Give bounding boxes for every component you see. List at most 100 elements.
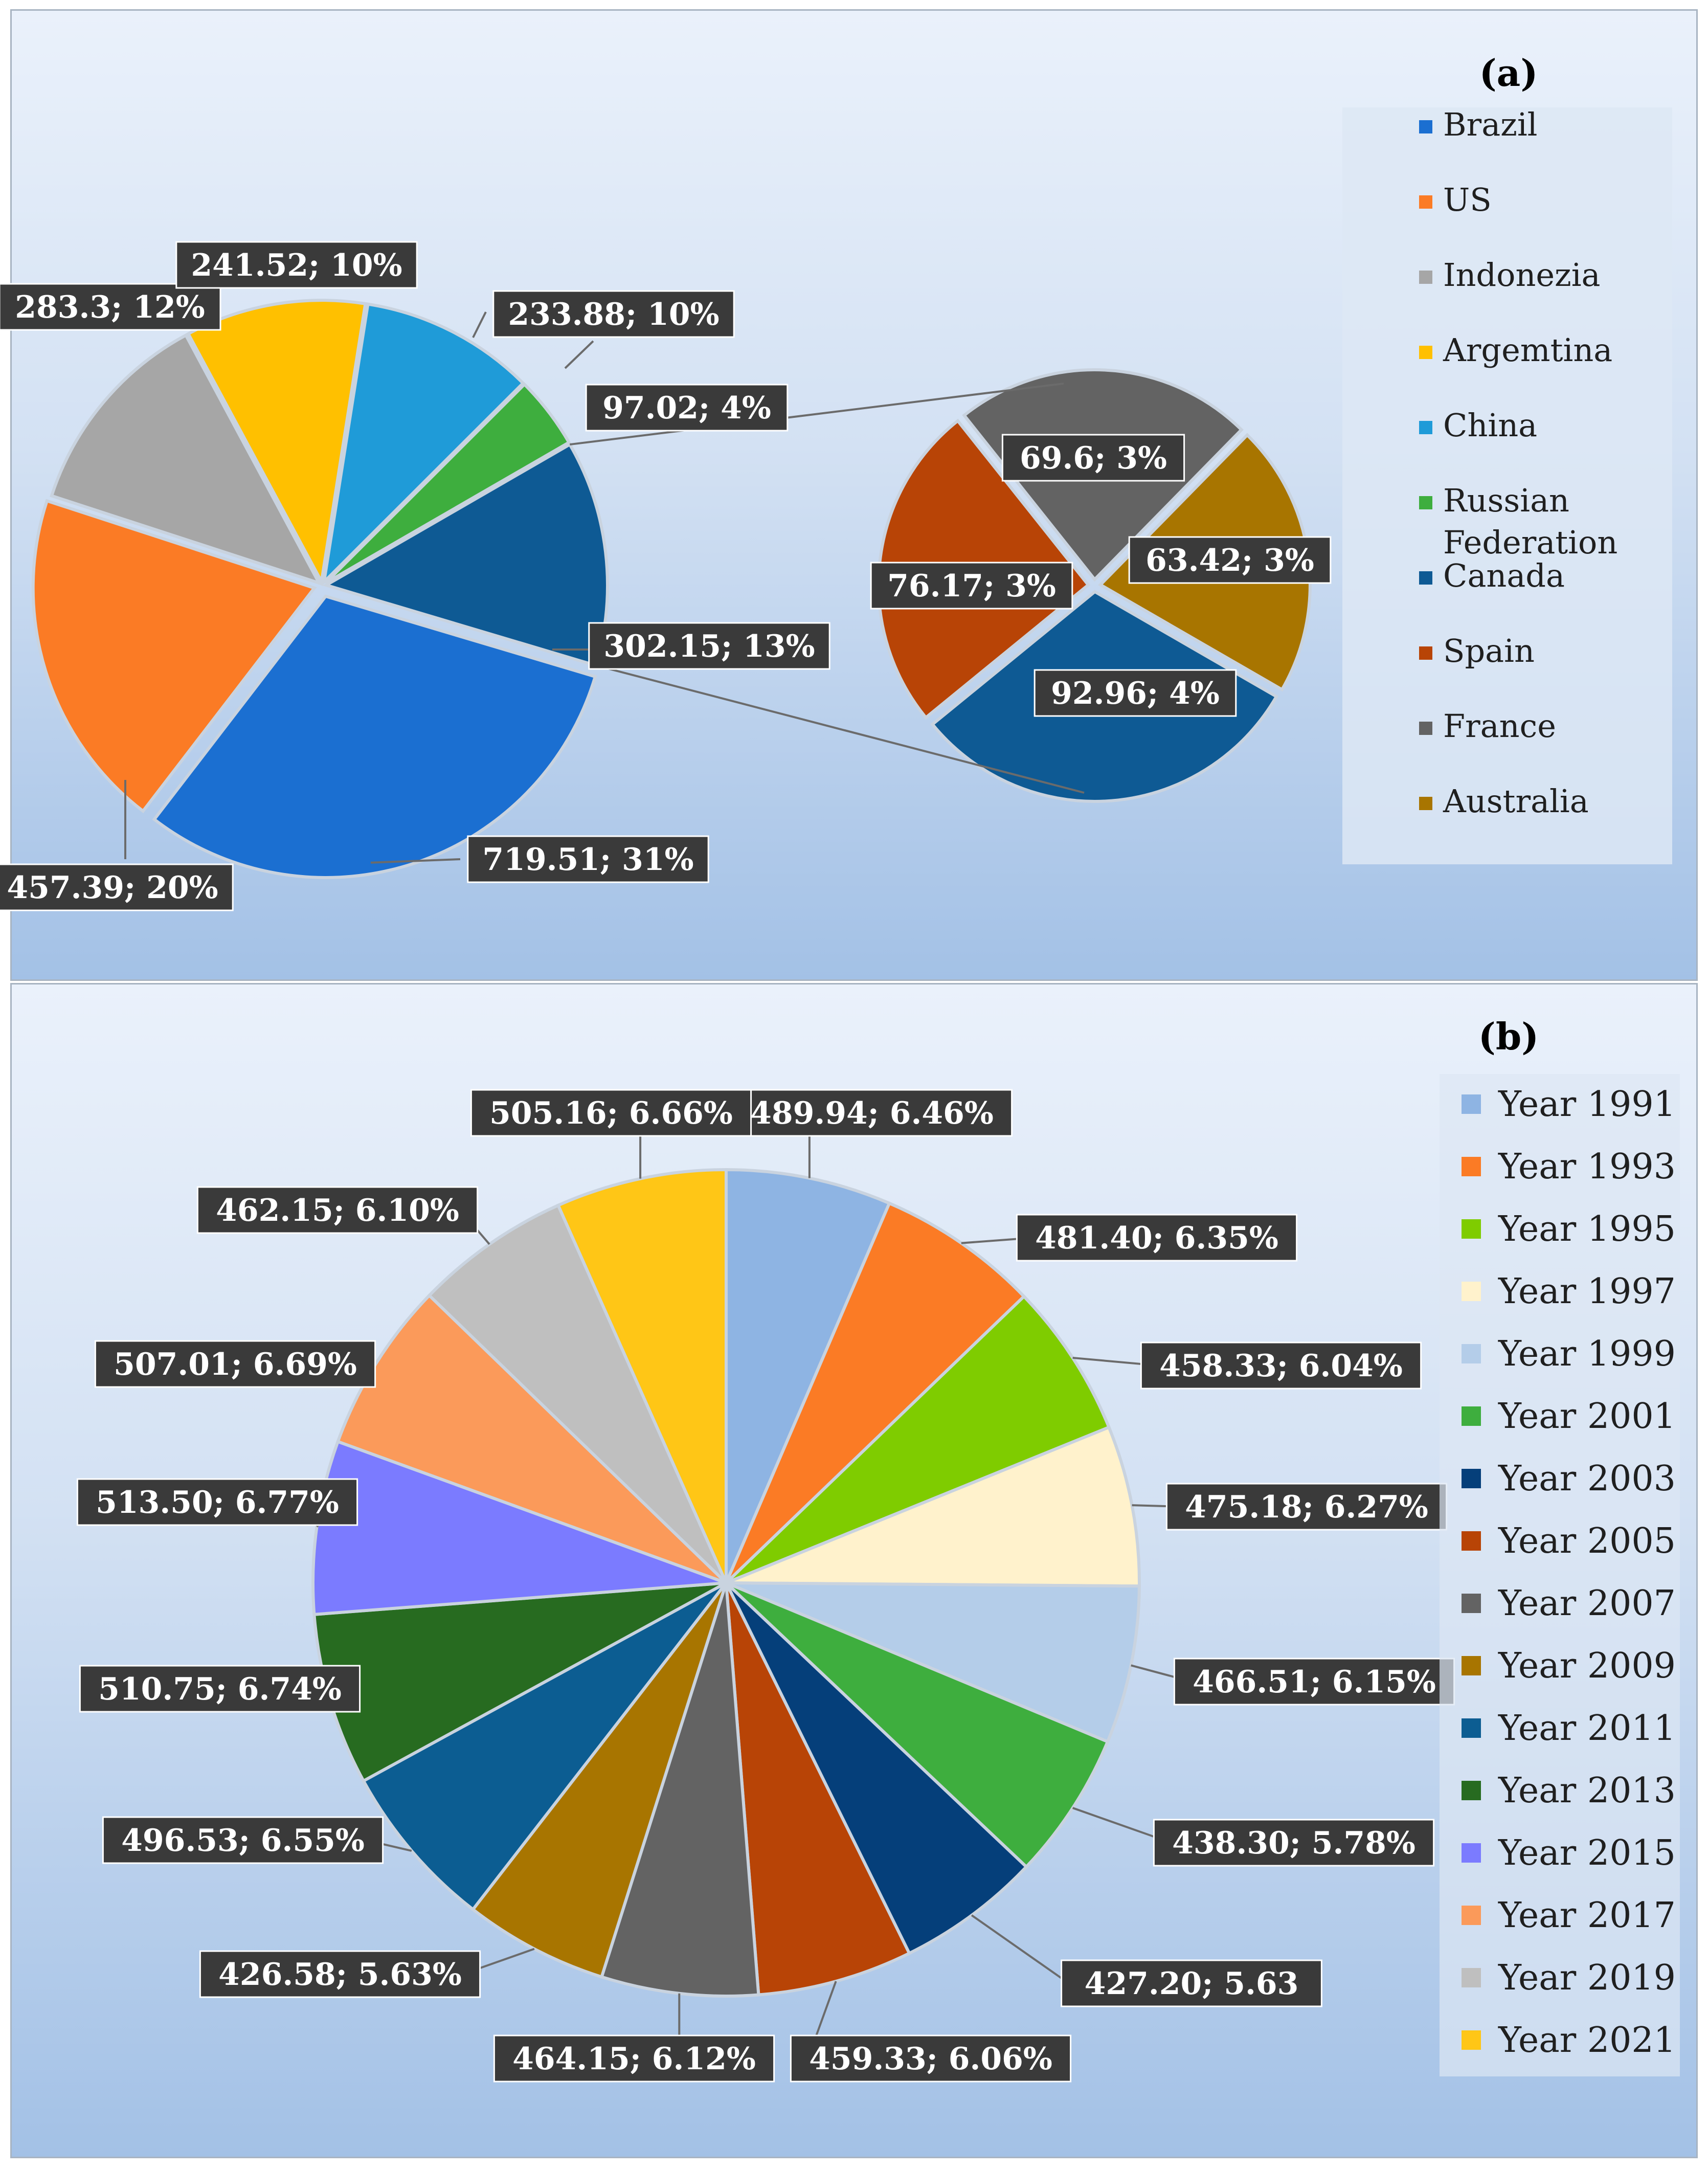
legend-label: Year 2021 <box>1498 2020 1676 2061</box>
legend-label: Year 2011 <box>1498 1708 1676 1749</box>
data-label-box <box>1016 1214 1298 1262</box>
data-label-box <box>175 241 418 289</box>
legend-label: Year 2007 <box>1498 1583 1676 1624</box>
data-label-text: 241.52; 10% <box>191 248 402 283</box>
data-label-text: 475.18; 6.27% <box>1185 1489 1428 1525</box>
legend-swatch <box>1462 1906 1481 1925</box>
legend-b-item-year-2009: Year 2009 <box>1462 1646 1676 1686</box>
data-label-box <box>196 1186 479 1234</box>
legend-label: Year 1997 <box>1498 1271 1676 1312</box>
slice-year-1995 <box>725 1294 1111 1584</box>
data-label-box <box>493 2034 775 2083</box>
legend-swatch <box>1462 1968 1481 1987</box>
data-label-text: 426.58; 5.63% <box>218 1957 462 1993</box>
data-label-year-2003: 427.20; 5.63 <box>1061 1959 1322 2007</box>
data-label-year-2009: 426.58; 5.63% <box>199 1950 481 1998</box>
legend-swatch <box>1462 1781 1481 1800</box>
leader-russian-federation <box>564 340 594 369</box>
legend-b-item-year-2015: Year 2015 <box>1462 1833 1676 1873</box>
data-label-indonezia: 283.3; 12% <box>0 283 221 331</box>
data-label-canada-secondary: 92.96; 4% <box>1033 669 1237 717</box>
legend-swatch <box>1462 1094 1481 1114</box>
data-label-box <box>76 1478 358 1526</box>
legend-swatch <box>1419 271 1432 284</box>
panel-a-title: (a) <box>1479 51 1538 95</box>
legend-b-item-year-2007: Year 2007 <box>1462 1583 1676 1624</box>
legend-b-item-year-2003: Year 2003 <box>1462 1459 1676 1499</box>
data-label-box <box>1128 536 1332 584</box>
data-label-brazil: 719.51; 31% <box>467 835 709 883</box>
legend-a-item-china: China <box>1419 407 1537 444</box>
legend-b-item-year-1997: Year 1997 <box>1462 1271 1676 1312</box>
data-label-text: 496.53; 6.55% <box>121 1823 365 1859</box>
legend-label: Argemtina <box>1443 331 1612 369</box>
data-label-year-2019: 462.15; 6.10% <box>196 1186 479 1234</box>
data-label-us: 457.39; 20% <box>0 863 234 911</box>
data-label-box <box>1061 1959 1322 2007</box>
data-label-text: 489.94; 6.46% <box>750 1095 994 1131</box>
data-label-text: 69.6; 3% <box>1020 440 1167 476</box>
legend-swatch <box>1462 1157 1481 1176</box>
data-label-box <box>94 1340 376 1388</box>
data-label-text: 457.39; 20% <box>7 870 218 906</box>
leader-year-2003 <box>971 1914 1070 1984</box>
legend-b-item-year-2021: Year 2021 <box>1462 2020 1676 2061</box>
slice-china <box>322 302 526 587</box>
legend-b-item-year-1999: Year 1999 <box>1462 1334 1676 1374</box>
legend-a-item-australia: Australia <box>1419 782 1589 820</box>
connector-line-bottom <box>595 664 1085 794</box>
legend-swatch <box>1462 1282 1481 1301</box>
data-label-russian-federation: 97.02; 4% <box>585 384 789 432</box>
data-label-box <box>199 1950 481 1998</box>
legend-swatch <box>1419 346 1432 359</box>
legend-b-item-year-2017: Year 2017 <box>1462 1895 1676 1936</box>
data-label-year-1997: 475.18; 6.27% <box>1165 1483 1448 1531</box>
data-label-box <box>102 1816 384 1864</box>
leader-china <box>472 311 487 338</box>
slice-brazil <box>152 594 597 879</box>
legend-b-item-year-2005: Year 2005 <box>1462 1521 1676 1561</box>
slice-russian-federation <box>324 382 571 585</box>
slice-year-2021 <box>556 1168 728 1584</box>
legend-swatch <box>1419 195 1432 209</box>
legend-a-item-russian-federation: Russian Federation <box>1419 482 1617 561</box>
legend-label: Year 2001 <box>1498 1396 1676 1437</box>
data-label-text: 458.33; 6.04% <box>1159 1348 1403 1384</box>
legend-b-item-year-2001: Year 2001 <box>1462 1396 1676 1437</box>
legend-label: US <box>1443 181 1492 218</box>
legend-swatch <box>1462 1469 1481 1488</box>
data-label-text: 719.51; 31% <box>482 842 693 878</box>
legend-a-item-france: France <box>1419 707 1556 745</box>
slice-year-2005 <box>725 1582 912 1997</box>
data-label-text: 462.15; 6.10% <box>216 1193 459 1228</box>
legend-swatch <box>1462 1344 1481 1363</box>
data-label-year-2021: 505.16; 6.66% <box>470 1089 752 1137</box>
data-label-text: 302.15; 13% <box>603 629 815 664</box>
legend-swatch <box>1419 421 1432 434</box>
data-label-box <box>585 384 789 432</box>
legend-label: Canada <box>1443 557 1565 594</box>
data-label-box <box>1153 1819 1435 1867</box>
data-label-box <box>470 1089 752 1137</box>
legend-b-item-year-1993: Year 1993 <box>1462 1147 1676 1187</box>
data-label-text: 464.15; 6.12% <box>512 2041 756 2077</box>
data-label-text: 92.96; 4% <box>1051 676 1220 711</box>
slice-indonezia <box>50 333 323 586</box>
legend-label: Year 1999 <box>1498 1334 1676 1374</box>
legend-swatch <box>1419 722 1432 735</box>
data-label-box <box>1165 1483 1448 1531</box>
slice-year-2017 <box>335 1293 728 1584</box>
legend-swatch <box>1419 646 1432 660</box>
legend-swatch <box>1462 2030 1481 2050</box>
data-label-text: 438.30; 5.78% <box>1172 1825 1415 1861</box>
legend-b: Year 1991 Year 1993 Year 1995 Year 1997 Year… <box>1440 1074 1680 2076</box>
data-label-text: 510.75; 6.74% <box>98 1671 342 1707</box>
data-label-text: 513.50; 6.77% <box>96 1485 339 1520</box>
legend-label: China <box>1443 407 1537 444</box>
legend-swatch <box>1462 1718 1481 1738</box>
panel-b-title: (b) <box>1478 1015 1539 1058</box>
data-label-text: 427.20; 5.63 <box>1085 1966 1299 2002</box>
data-label-year-1993: 481.40; 6.35% <box>1016 1214 1298 1262</box>
data-label-year-2001: 438.30; 5.78% <box>1153 1819 1435 1867</box>
legend-label: Year 1991 <box>1498 1084 1676 1125</box>
